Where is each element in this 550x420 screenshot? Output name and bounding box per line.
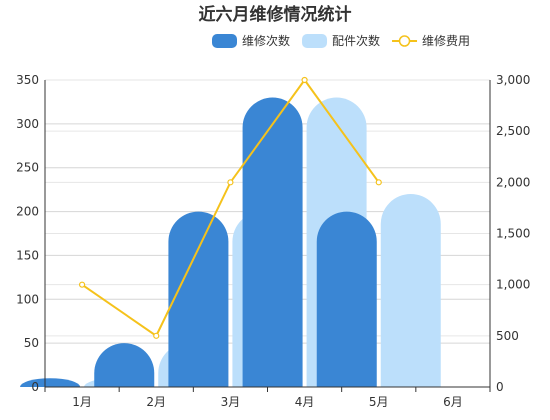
tick-labels: 0 50 100 150 200 250 300 350 0 500 1,000 1,500 2,000… [16,73,530,409]
bars [20,97,441,388]
cost-point [78,281,86,288]
y-right-tick-label: 2,500 [496,124,530,138]
axes [44,80,491,392]
cost-point [301,76,308,84]
y-left-tick-label: 250 [16,161,39,175]
y-left-tick-label: 0 [31,380,39,394]
cost-point [153,332,160,339]
bar-parts-count [380,194,441,387]
y-right-tick-label: 1,000 [496,278,530,292]
legend-label-0: 维修次数 [242,33,290,48]
y-left-tick-label: 200 [16,205,39,219]
y-right-tick-label: 3,000 [496,73,530,87]
cost-line [78,76,382,339]
y-left-tick-label: 50 [24,336,39,350]
bar-repair-count [168,211,229,387]
bar-repair-count [242,97,303,387]
y-right-tick-label: 500 [496,329,519,343]
legend: 维修次数 配件次数 维修费用 [212,33,470,48]
bar-repair-count [20,378,81,387]
chart-title: 近六月维修情况统计 [199,4,352,25]
x-tick-label: 2月 [146,395,166,409]
y-right-tick-label: 0 [496,380,504,394]
legend-label-1: 配件次数 [332,33,380,48]
y-left-tick-label: 100 [16,292,39,306]
legend-swatch-1 [302,34,328,48]
x-tick-label: 4月 [295,395,315,409]
bar-repair-count [316,211,377,387]
bar-repair-count [94,343,155,387]
x-tick-label: 1月 [72,395,92,409]
legend-swatch-0 [212,34,237,48]
y-left-tick-label: 150 [16,248,39,262]
legend-label-2: 维修费用 [422,33,470,48]
y-right-tick-label: 2,000 [496,175,530,189]
cost-point [227,179,234,186]
x-tick-label: 3月 [221,395,241,409]
cost-point [375,179,382,186]
y-right-tick-label: 1,500 [496,227,530,241]
y-left-tick-label: 350 [16,73,39,87]
y-left-tick-label: 300 [16,117,39,131]
x-tick-label: 5月 [369,395,389,409]
legend-marker-2 [398,35,411,47]
x-tick-label: 6月 [443,395,463,409]
